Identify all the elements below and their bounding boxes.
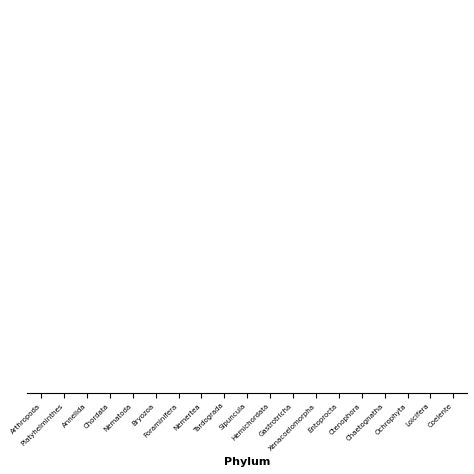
X-axis label: Phylum: Phylum [224, 457, 270, 467]
